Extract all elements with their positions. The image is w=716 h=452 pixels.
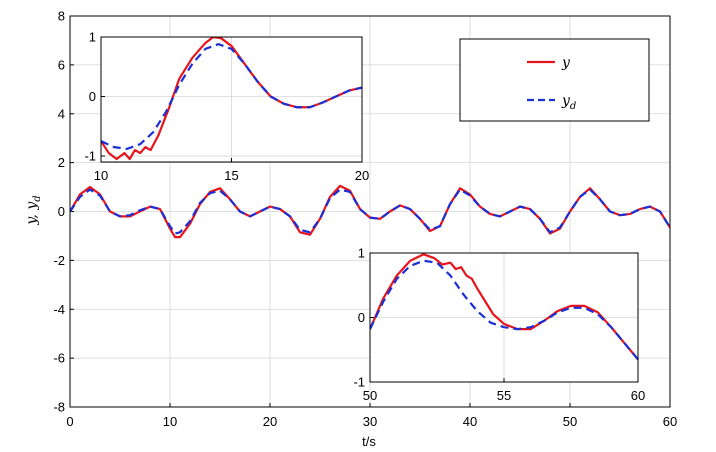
legend: y yd — [459, 38, 650, 122]
y-axis-label: y, yd — [24, 195, 43, 225]
inset1-y-tick-label: 1 — [89, 30, 96, 45]
main-frame — [69, 15, 671, 408]
legend-label-yd: yd — [561, 93, 576, 112]
inset2-series-yd-line — [370, 259, 638, 361]
inset1-y-tick-label: 0 — [89, 89, 96, 104]
inset1-series-y-line — [101, 37, 362, 161]
legend-label-y: y — [561, 55, 571, 71]
main-y-tick-label: 6 — [58, 57, 65, 72]
inset-bottom-right: 50 55 60 -1 0 1 — [353, 246, 645, 404]
main-y-tick-label: 4 — [58, 106, 65, 121]
inset2-frame — [369, 252, 639, 383]
main-x-tick-label: 10 — [163, 414, 177, 429]
main-y-tick-label: -4 — [53, 302, 65, 317]
inset1-y-tick-label: -1 — [84, 149, 96, 164]
inset2-y-tick-label: -1 — [353, 375, 365, 390]
inset1-x-tick-label: 10 — [94, 168, 108, 183]
main-series-yd-line — [70, 188, 670, 235]
inset-top-left: 10 15 20 -1 0 1 — [84, 30, 369, 184]
inset2-x-tick-label: 60 — [631, 388, 645, 403]
main-y-tick-label: -2 — [53, 253, 65, 268]
inset2-x-tick-label: 55 — [497, 388, 511, 403]
main-x-tick-label: 30 — [363, 414, 377, 429]
main-y-tick-label: -6 — [53, 351, 65, 366]
inset2-y-tick-label: 1 — [358, 246, 365, 261]
main-y-tick-label: 8 — [58, 9, 65, 24]
main-y-tick-label: 2 — [58, 155, 65, 170]
x-axis-label: t/s — [362, 434, 376, 449]
main-x-tick-label: 20 — [263, 414, 277, 429]
inset2-x-tick-label: 50 — [363, 388, 377, 403]
main-x-tick-label: 60 — [663, 414, 677, 429]
main-y-tick-label: 0 — [58, 204, 65, 219]
main-x-tick-label: 40 — [463, 414, 477, 429]
main-x-tick-label: 0 — [66, 414, 73, 429]
legend-box — [459, 38, 650, 122]
inset1-series-yd-line — [101, 43, 362, 150]
inset1-frame — [100, 36, 363, 163]
main-y-tick-label: -8 — [53, 400, 65, 415]
inset1-x-tick-label: 15 — [224, 168, 238, 183]
inset2-series-y-line — [370, 253, 638, 361]
main-x-tick-label: 50 — [563, 414, 577, 429]
inset1-x-tick-label: 20 — [355, 168, 369, 183]
inset2-y-tick-label: 0 — [358, 310, 365, 325]
